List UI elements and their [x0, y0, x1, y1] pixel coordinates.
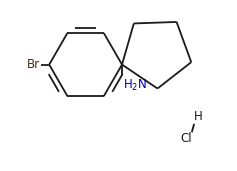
Text: H$_2$N: H$_2$N — [123, 77, 147, 93]
Text: Cl: Cl — [181, 132, 192, 145]
Text: H: H — [194, 110, 203, 123]
Text: Br: Br — [27, 58, 40, 71]
